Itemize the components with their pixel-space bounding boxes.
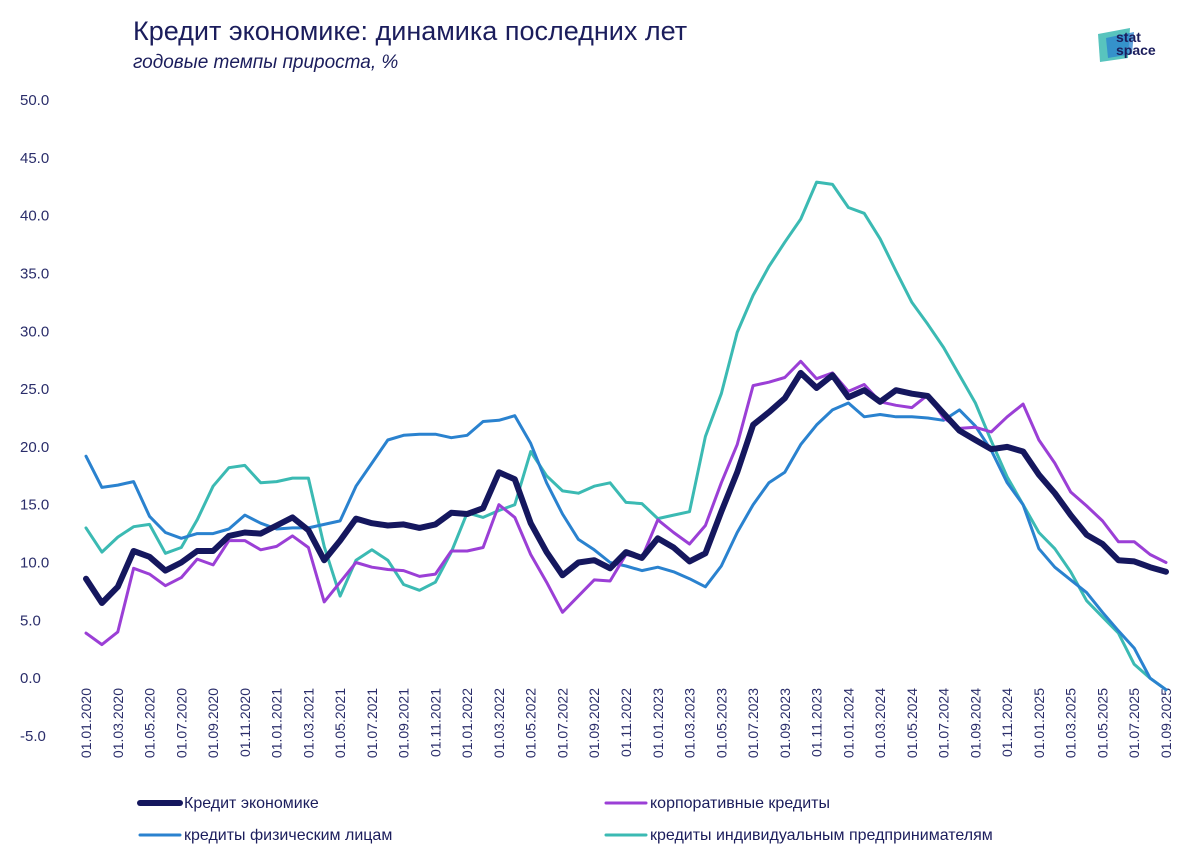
x-tick-label: 01.07.2023 (745, 688, 761, 758)
x-tick-label: 01.05.2025 (1094, 688, 1110, 758)
legend-label-corporate: корпоративные кредиты (650, 795, 830, 812)
y-axis: 50.0 45.0 40.0 35.0 30.0 25.0 20.0 15.0 10.0 5.0 0… (20, 92, 49, 745)
x-tick-label: 01.09.2021 (396, 688, 412, 758)
y-tick-label: 50.0 (20, 92, 49, 109)
statspace-logo-icon: stat space (1098, 28, 1156, 62)
y-tick-label: 45.0 (20, 150, 49, 167)
x-tick-label: 01.03.2022 (491, 688, 507, 758)
x-tick-label: 01.09.2022 (586, 688, 602, 758)
x-tick-label: 01.09.2023 (777, 688, 793, 758)
x-tick-label: 01.01.2021 (269, 688, 285, 758)
x-tick-label: 01.05.2023 (713, 688, 729, 758)
legend: Кредит экономике корпоративные кредиты кре… (137, 795, 993, 844)
logo-text-line2: space (1116, 42, 1156, 58)
x-tick-label: 01.07.2024 (936, 688, 952, 758)
chart-subtitle: годовые темпы прироста, % (133, 52, 399, 73)
x-tick-label: 01.05.2020 (142, 688, 158, 758)
x-tick-label: 01.11.2024 (999, 688, 1015, 757)
y-tick-label: 0.0 (20, 670, 41, 687)
y-tick-label: 15.0 (20, 497, 49, 514)
x-tick-label: 01.01.2023 (650, 688, 666, 758)
legend-label-individuals: кредиты физическим лицам (184, 827, 392, 844)
chart-title: Кредит экономике: динамика последних лет (133, 16, 688, 46)
x-tick-label: 01.03.2025 (1063, 688, 1079, 758)
legend-label-entrepreneurs: кредиты индивидуальным предпринимателям (650, 827, 993, 844)
x-tick-label: 01.05.2021 (332, 688, 348, 758)
x-tick-label: 01.11.2022 (618, 688, 634, 757)
series-lines (83, 180, 1169, 692)
x-tick-label: 01.01.2020 (78, 688, 94, 758)
y-tick-label: 10.0 (20, 555, 49, 572)
series-line-entrepreneurs (84, 180, 1168, 692)
logo-text-line1: stat (1116, 29, 1141, 45)
x-axis: 01.01.2020 01.03.2020 01.05.2020 01.07.2020… (78, 688, 1174, 758)
series-line-individuals (84, 401, 1168, 692)
y-tick-label: 20.0 (20, 439, 49, 456)
x-tick-label: 01.09.2025 (1158, 688, 1174, 758)
x-tick-label: 01.09.2024 (967, 688, 983, 758)
y-tick-label: 30.0 (20, 323, 49, 340)
y-tick-label: 35.0 (20, 265, 49, 282)
x-tick-label: 01.05.2022 (523, 688, 539, 758)
x-tick-label: 01.03.2021 (300, 688, 316, 758)
x-tick-label: 01.11.2020 (237, 688, 253, 757)
y-tick-label: 5.0 (20, 612, 41, 629)
x-tick-label: 01.11.2021 (427, 688, 443, 757)
y-tick-label: 25.0 (20, 381, 49, 398)
x-tick-label: 01.07.2020 (173, 688, 189, 758)
x-tick-label: 01.09.2020 (205, 688, 221, 758)
y-tick-label: -5.0 (20, 728, 46, 745)
legend-label-total: Кредит экономике (184, 795, 319, 812)
x-tick-label: 01.03.2024 (872, 688, 888, 758)
series-line-total (83, 369, 1169, 606)
x-tick-label: 01.07.2021 (364, 688, 380, 758)
x-tick-label: 01.11.2023 (809, 688, 825, 757)
x-tick-label: 01.07.2022 (554, 688, 570, 758)
x-tick-label: 01.03.2020 (110, 688, 126, 758)
x-tick-label: 01.01.2024 (840, 688, 856, 758)
x-tick-label: 01.07.2025 (1126, 688, 1142, 758)
x-tick-label: 01.01.2025 (1031, 688, 1047, 758)
x-tick-label: 01.05.2024 (904, 688, 920, 758)
x-tick-label: 01.01.2022 (459, 688, 475, 758)
y-tick-label: 40.0 (20, 208, 49, 225)
x-tick-label: 01.03.2023 (682, 688, 698, 758)
